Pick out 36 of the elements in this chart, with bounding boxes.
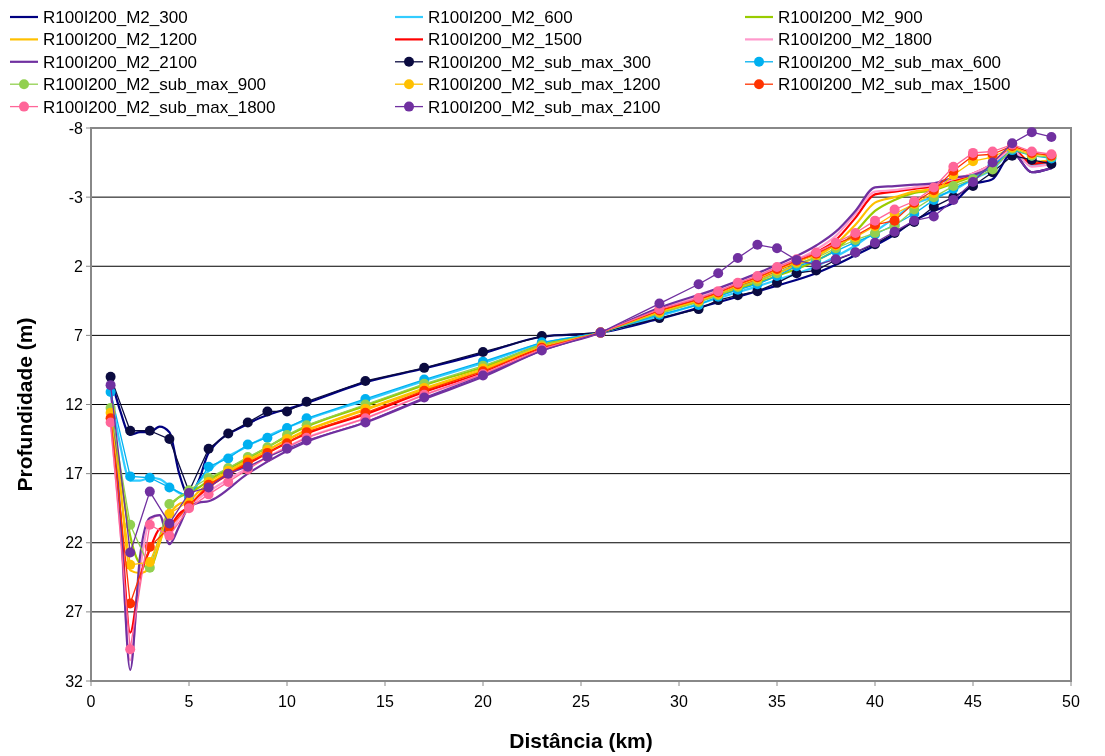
y-axis-title: Profundidade (m) — [13, 317, 36, 492]
legend-label: R100I200_M2_300 — [43, 7, 188, 27]
legend-label: R100I200_M2_1200 — [43, 30, 198, 50]
y-tick-label: 7 — [74, 326, 84, 344]
legend-label: R100I200_M2_600 — [428, 7, 573, 27]
y-tick-label: -8 — [68, 119, 84, 137]
x-tick-label: 50 — [1062, 693, 1080, 710]
y-tick-label: 32 — [65, 672, 84, 690]
x-tick-label: 40 — [866, 693, 884, 710]
legend-label: R100I200_M2_sub_max_600 — [778, 52, 1002, 72]
x-tick-label: 0 — [86, 693, 96, 710]
legend-label: R100I200_M2_sub_max_1500 — [778, 75, 1011, 95]
x-tick-label: 35 — [768, 693, 786, 710]
x-tick-label: 30 — [670, 693, 688, 710]
y-tick-label: 17 — [65, 465, 84, 483]
x-tick-label: 25 — [572, 693, 590, 710]
legend-label: R100I200_M2_sub_max_1800 — [43, 97, 276, 117]
legend-label: R100I200_M2_900 — [778, 7, 923, 27]
x-tick-label: 15 — [376, 693, 394, 710]
x-tick-label: 45 — [964, 693, 982, 710]
y-tick-label: -3 — [68, 188, 84, 206]
y-tick-label: 2 — [74, 257, 84, 275]
legend-label: R100I200_M2_sub_max_2100 — [428, 97, 661, 117]
y-tick-label: 27 — [65, 603, 84, 621]
legend-label: R100I200_M2_2100 — [43, 52, 198, 72]
legend-label: R100I200_M2_sub_max_900 — [43, 75, 267, 95]
y-tick-label: 22 — [65, 534, 84, 552]
x-axis-title: Distância (km) — [509, 729, 653, 752]
legend-label: R100I200_M2_1500 — [428, 30, 583, 50]
x-tick-label: 20 — [474, 693, 492, 710]
legend-label: R100I200_M2_sub_max_300 — [428, 52, 652, 72]
legend-label: R100I200_M2_sub_max_1200 — [428, 75, 661, 95]
x-tick-label: 10 — [278, 693, 296, 710]
x-tick-label: 5 — [184, 693, 194, 710]
y-tick-label: 12 — [65, 396, 84, 414]
legend-label: R100I200_M2_1800 — [778, 30, 933, 50]
